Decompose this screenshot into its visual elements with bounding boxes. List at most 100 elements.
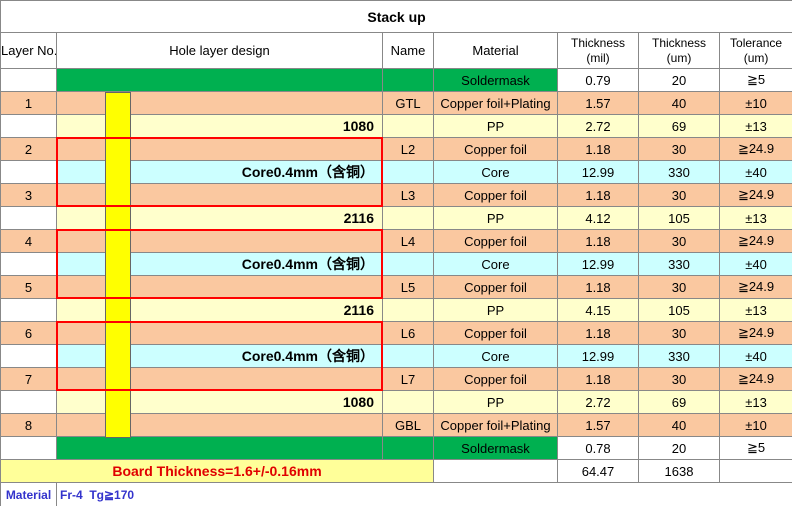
thickness-mil: 1.57	[557, 413, 639, 437]
layer-row: 1 GTL Copper foil+Plating 1.57 40 ±10	[0, 91, 792, 115]
layer-no: 8	[0, 413, 57, 437]
material: Copper foil	[433, 367, 558, 391]
thickness-um: 30	[638, 137, 720, 161]
material: Copper foil+Plating	[433, 91, 558, 115]
thickness-um: 40	[638, 91, 720, 115]
header-cell: Hole layer design	[56, 32, 383, 69]
thickness-um: 330	[638, 252, 720, 276]
thickness-mil: 2.72	[557, 390, 639, 414]
header-cell: Layer No.	[0, 32, 57, 69]
thickness-mil: 4.15	[557, 298, 639, 322]
layer-no	[0, 436, 57, 460]
total-row: Board Thickness=1.6+/-0.16mm 64.47 1638	[0, 459, 792, 483]
layer-no	[0, 160, 57, 184]
layer-no	[0, 298, 57, 322]
thickness-um: 69	[638, 390, 720, 414]
footer-value: Fr-4 Tg≧170	[55, 482, 792, 506]
core-box	[56, 229, 383, 299]
layer-name	[382, 68, 434, 92]
core-box	[56, 137, 383, 207]
thickness-mil: 1.18	[557, 275, 639, 299]
thickness-um: 105	[638, 206, 720, 230]
layer-no: 3	[0, 183, 57, 207]
footer-row: Material Fr-4 Tg≧170	[0, 482, 792, 506]
layer-name	[382, 344, 434, 368]
material: Core	[433, 344, 558, 368]
material: Copper foil	[433, 321, 558, 345]
thickness-um: 105	[638, 298, 720, 322]
footer-label: Material	[0, 482, 57, 506]
layer-no: 5	[0, 275, 57, 299]
header-cell: Material	[433, 32, 558, 69]
title-row: Stack up	[0, 0, 792, 33]
total-um: 1638	[638, 459, 720, 483]
material: PP	[433, 206, 558, 230]
thickness-mil: 1.18	[557, 321, 639, 345]
material: Soldermask	[433, 68, 558, 92]
tolerance: ≧24.9	[718, 183, 792, 207]
thickness-um: 30	[638, 229, 720, 253]
total-mil: 64.47	[557, 459, 639, 483]
thickness-um: 40	[638, 413, 720, 437]
layer-row: Soldermask 0.79 20 ≧5	[0, 68, 792, 92]
layer-no: 2	[0, 137, 57, 161]
tolerance: ≧5	[718, 68, 792, 92]
thickness-um: 30	[638, 321, 720, 345]
title: Stack up	[0, 0, 792, 33]
tolerance: ±10	[718, 91, 792, 115]
hole-design	[56, 436, 383, 460]
tolerance: ±13	[718, 114, 792, 138]
layer-no: 4	[0, 229, 57, 253]
layer-name: L3	[382, 183, 434, 207]
layer-row: 2116 PP 4.12 105 ±13	[0, 206, 792, 230]
tolerance: ±13	[718, 206, 792, 230]
layer-no: 6	[0, 321, 57, 345]
header-cell: Tolerance (um)	[718, 32, 792, 69]
tolerance: ≧24.9	[718, 229, 792, 253]
thickness-mil: 12.99	[557, 344, 639, 368]
layer-name	[382, 298, 434, 322]
blank-cell	[718, 459, 792, 483]
material: Soldermask	[433, 436, 558, 460]
thickness-mil: 1.18	[557, 367, 639, 391]
layer-no	[0, 68, 57, 92]
material: PP	[433, 298, 558, 322]
hole-design: Core0.4mm（含铜）	[56, 160, 383, 184]
layer-no	[0, 344, 57, 368]
layer-name	[382, 390, 434, 414]
header-row: Layer No. Hole layer design Name Material Th…	[0, 32, 792, 69]
tolerance: ±13	[718, 298, 792, 322]
layer-name: L4	[382, 229, 434, 253]
layer-no	[0, 390, 57, 414]
core-box	[56, 321, 383, 391]
tolerance: ≧24.9	[718, 137, 792, 161]
layer-name	[382, 206, 434, 230]
header-cell: Thickness (mil)	[557, 32, 639, 69]
board-thickness: Board Thickness=1.6+/-0.16mm	[0, 459, 434, 483]
thickness-mil: 12.99	[557, 160, 639, 184]
material: Copper foil+Plating	[433, 413, 558, 437]
layer-name	[382, 252, 434, 276]
thickness-mil: 1.57	[557, 91, 639, 115]
material: Copper foil	[433, 137, 558, 161]
layer-name: GTL	[382, 91, 434, 115]
material: Core	[433, 160, 558, 184]
thickness-um: 330	[638, 160, 720, 184]
material: PP	[433, 390, 558, 414]
material: Copper foil	[433, 229, 558, 253]
header-cell: Thickness (um)	[638, 32, 720, 69]
layer-name: L7	[382, 367, 434, 391]
tolerance: ±40	[718, 252, 792, 276]
hole-design	[56, 68, 383, 92]
tolerance: ±10	[718, 413, 792, 437]
drill-bar	[105, 92, 131, 438]
thickness-um: 30	[638, 367, 720, 391]
layer-row: 2 L2 Copper foil 1.18 30 ≧24.9	[0, 137, 792, 161]
thickness-um: 69	[638, 114, 720, 138]
thickness-um: 20	[638, 68, 720, 92]
layer-name	[382, 160, 434, 184]
layer-no: 7	[0, 367, 57, 391]
layer-name: L6	[382, 321, 434, 345]
layer-name: L5	[382, 275, 434, 299]
thickness-mil: 4.12	[557, 206, 639, 230]
